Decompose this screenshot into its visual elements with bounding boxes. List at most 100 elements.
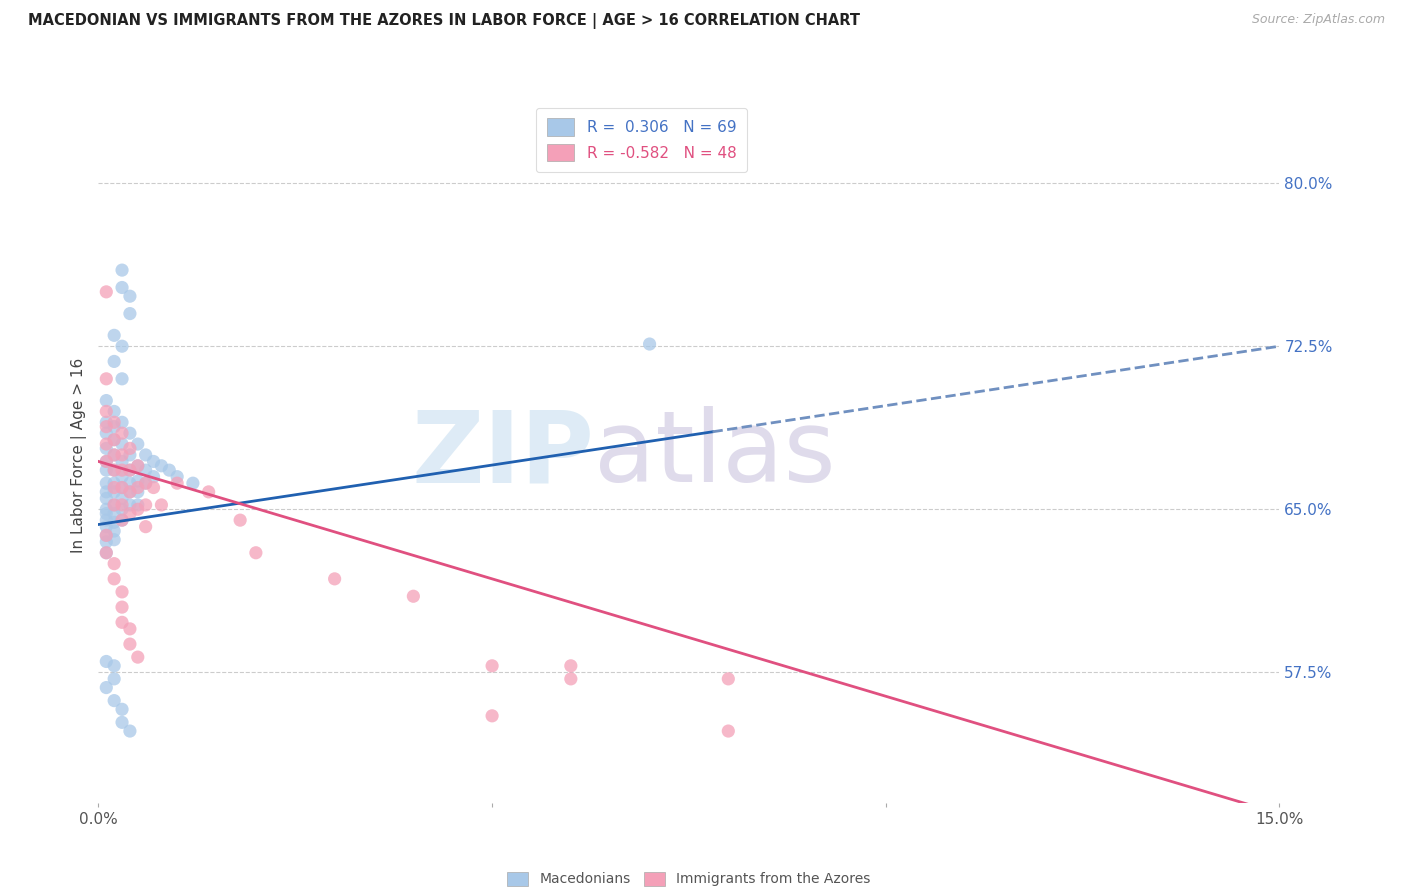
Point <box>103 415 125 429</box>
Point <box>111 498 134 512</box>
Point <box>166 469 188 483</box>
Point <box>103 533 125 547</box>
Point <box>717 672 740 686</box>
Point <box>638 337 661 351</box>
Point <box>96 655 118 669</box>
Point <box>560 658 582 673</box>
Point <box>103 448 125 462</box>
Point <box>103 672 125 686</box>
Point <box>127 481 149 495</box>
Point <box>118 637 141 651</box>
Point <box>323 572 346 586</box>
Point <box>142 454 165 468</box>
Point <box>118 498 141 512</box>
Point <box>103 524 125 538</box>
Point <box>135 463 157 477</box>
Point <box>103 448 125 462</box>
Point <box>111 454 134 468</box>
Point <box>560 672 582 686</box>
Point <box>96 419 118 434</box>
Point <box>197 484 219 499</box>
Text: MACEDONIAN VS IMMIGRANTS FROM THE AZORES IN LABOR FORCE | AGE > 16 CORRELATION C: MACEDONIAN VS IMMIGRANTS FROM THE AZORES… <box>28 13 860 29</box>
Point <box>103 328 125 343</box>
Point <box>481 708 503 723</box>
Point <box>103 433 125 447</box>
Point <box>127 650 149 665</box>
Point <box>96 519 118 533</box>
Point <box>96 463 118 477</box>
Point <box>127 437 149 451</box>
Point <box>111 448 134 462</box>
Point <box>111 372 134 386</box>
Point <box>118 476 141 491</box>
Point <box>127 502 149 516</box>
Point <box>118 507 141 521</box>
Point <box>118 463 141 477</box>
Point <box>717 724 740 739</box>
Point <box>96 502 118 516</box>
Point <box>96 285 118 299</box>
Point <box>111 481 134 495</box>
Point <box>135 476 157 491</box>
Point <box>103 484 125 499</box>
Point <box>103 404 125 418</box>
Point <box>150 458 173 473</box>
Point <box>481 658 503 673</box>
Point <box>96 454 118 468</box>
Point <box>111 702 134 716</box>
Point <box>118 426 141 441</box>
Y-axis label: In Labor Force | Age > 16: In Labor Force | Age > 16 <box>72 358 87 552</box>
Point <box>96 437 118 451</box>
Point <box>103 354 125 368</box>
Point <box>103 507 125 521</box>
Legend: Macedonians, Immigrants from the Azores: Macedonians, Immigrants from the Azores <box>501 864 877 892</box>
Text: ZIP: ZIP <box>412 407 595 503</box>
Point <box>111 513 134 527</box>
Point <box>111 502 134 516</box>
Point <box>96 681 118 695</box>
Point <box>118 484 141 499</box>
Point <box>111 513 134 527</box>
Point <box>142 469 165 483</box>
Point <box>111 263 134 277</box>
Point <box>150 498 173 512</box>
Point <box>135 519 157 533</box>
Point <box>245 546 267 560</box>
Point <box>103 658 125 673</box>
Point <box>127 498 149 512</box>
Point <box>127 484 149 499</box>
Point <box>96 426 118 441</box>
Point <box>103 516 125 530</box>
Point <box>118 442 141 456</box>
Point <box>103 463 125 477</box>
Point <box>103 557 125 571</box>
Text: atlas: atlas <box>595 407 837 503</box>
Point <box>111 585 134 599</box>
Point <box>118 622 141 636</box>
Point <box>103 693 125 707</box>
Point <box>135 498 157 512</box>
Point <box>103 463 125 477</box>
Point <box>103 419 125 434</box>
Point <box>103 433 125 447</box>
Point <box>96 372 118 386</box>
Point <box>111 469 134 483</box>
Point <box>96 528 118 542</box>
Point <box>135 476 157 491</box>
Point <box>96 404 118 418</box>
Point <box>96 534 118 549</box>
Point <box>111 715 134 730</box>
Text: Source: ZipAtlas.com: Source: ZipAtlas.com <box>1251 13 1385 27</box>
Point <box>103 476 125 491</box>
Point <box>111 600 134 615</box>
Point <box>127 458 149 473</box>
Point <box>96 454 118 468</box>
Point <box>111 615 134 630</box>
Point <box>111 280 134 294</box>
Point <box>111 339 134 353</box>
Point <box>111 415 134 429</box>
Point <box>111 437 134 451</box>
Point <box>118 484 141 499</box>
Point <box>103 481 125 495</box>
Point <box>96 546 118 560</box>
